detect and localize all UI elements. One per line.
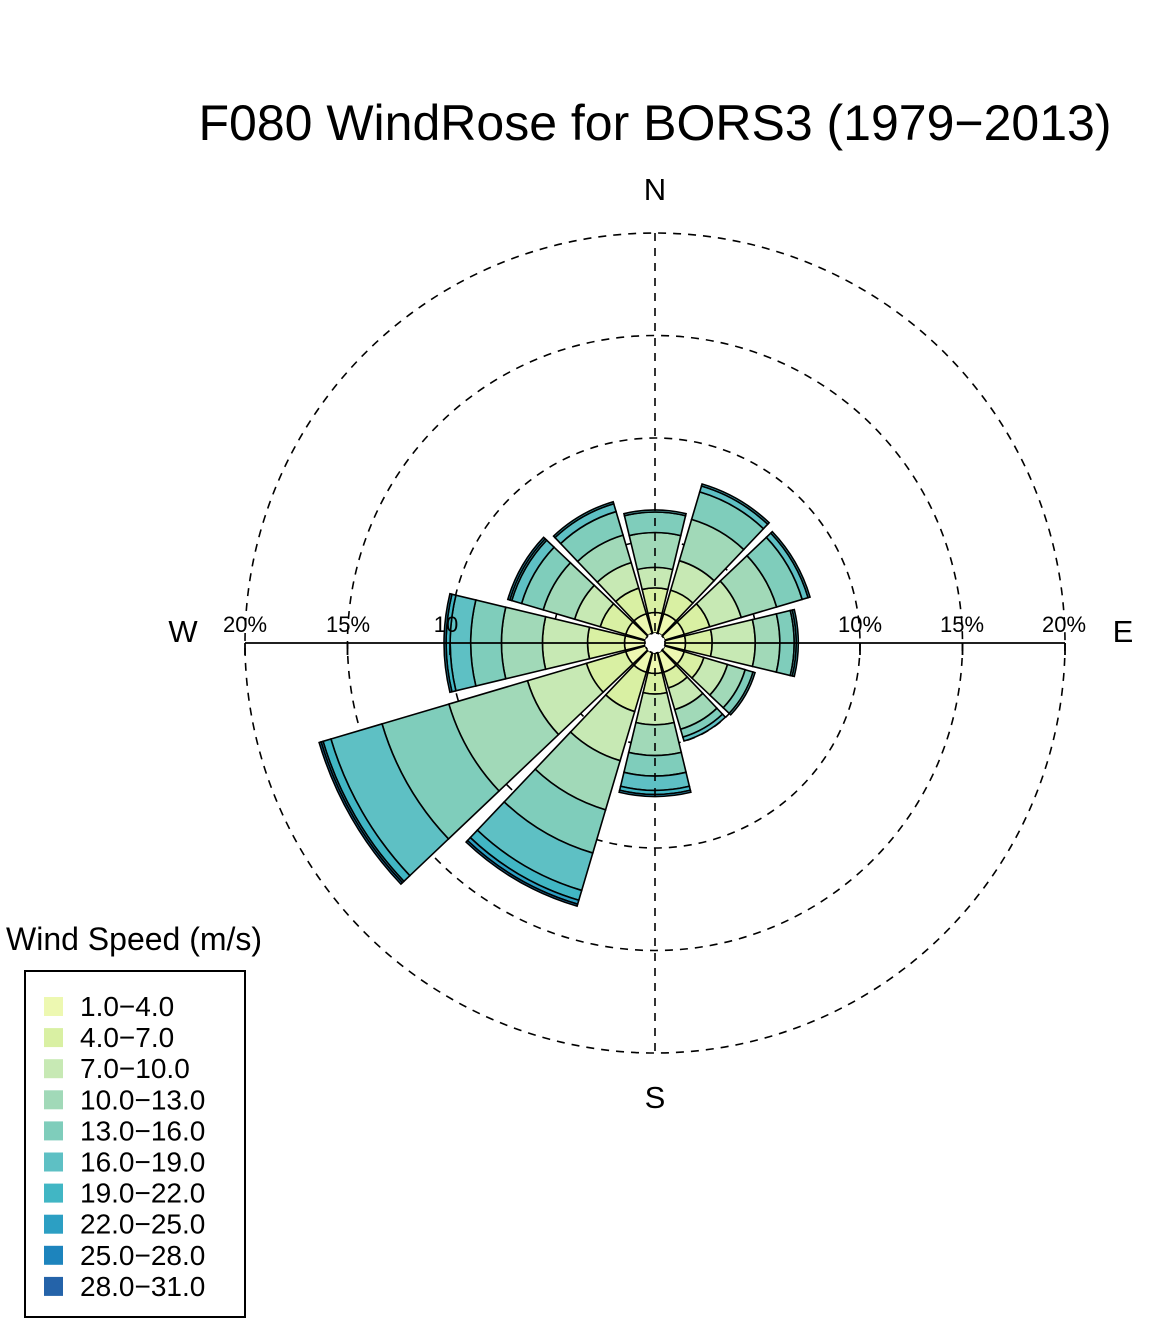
ring-label-west-20: 20% xyxy=(223,612,267,637)
petal-300-bin-7 xyxy=(506,536,547,601)
legend-label-4: 13.0−16.0 xyxy=(80,1115,205,1146)
compass-label-west: W xyxy=(168,614,198,649)
legend-swatch-1 xyxy=(44,1028,63,1048)
petal-210-bin-8 xyxy=(464,839,579,908)
legend-label-8: 25.0−28.0 xyxy=(80,1240,205,1271)
petal-270-bin-7 xyxy=(443,592,453,694)
legend-label-0: 1.0−4.0 xyxy=(80,991,174,1022)
ring-label-east-15: 15% xyxy=(940,612,984,637)
legend-swatch-0 xyxy=(44,997,63,1016)
petal-240-bin-8 xyxy=(318,740,404,886)
axes xyxy=(244,233,1066,1053)
legend-label-3: 10.0−13.0 xyxy=(80,1084,205,1115)
legend-label-9: 28.0−31.0 xyxy=(80,1271,205,1302)
petal-30 xyxy=(656,483,771,637)
petal-180-bin-7 xyxy=(618,789,692,798)
ring-label-west-10: 10 xyxy=(434,612,458,637)
legend-label-6: 19.0−22.0 xyxy=(80,1178,205,1209)
legend-label-1: 4.0−7.0 xyxy=(80,1022,174,1053)
compass-label-north: N xyxy=(644,172,666,207)
petal-90-bin-6 xyxy=(791,608,799,678)
compass-label-south: S xyxy=(645,1080,666,1115)
legend-swatch-9 xyxy=(44,1276,63,1296)
legend-swatch-4 xyxy=(44,1121,63,1141)
petal-0-bin-5 xyxy=(622,509,688,517)
petal-300 xyxy=(506,536,649,642)
chart-title: F080 WindRose for BORS3 (1979−2013) xyxy=(199,95,1112,151)
legend-label-7: 22.0−25.0 xyxy=(80,1209,205,1240)
legend-label-5: 16.0−19.0 xyxy=(80,1147,205,1178)
calm-circle xyxy=(644,632,666,654)
petal-240 xyxy=(318,644,649,886)
wind-petals xyxy=(318,483,812,908)
ring-label-east-20: 20% xyxy=(1042,612,1086,637)
legend-swatch-2 xyxy=(44,1059,63,1079)
legend-label-2: 7.0−10.0 xyxy=(80,1053,190,1084)
petal-210 xyxy=(464,649,654,908)
petal-330-bin-6 xyxy=(552,500,615,539)
legend-swatch-8 xyxy=(44,1245,63,1265)
legend-swatch-7 xyxy=(44,1214,63,1234)
ring-label-east-10: 10% xyxy=(838,612,882,637)
legend-swatch-3 xyxy=(44,1090,63,1110)
legend-title: Wind Speed (m/s) xyxy=(6,921,262,957)
petal-60-bin-6 xyxy=(769,530,812,599)
legend: 1.0−4.04.0−7.07.0−10.010.0−13.013.0−16.0… xyxy=(44,991,205,1302)
legend-swatch-5 xyxy=(44,1152,63,1172)
ring-label-west-15: 15% xyxy=(326,612,370,637)
petal-120 xyxy=(661,644,756,716)
petal-120-bin-5 xyxy=(728,671,756,716)
legend-swatch-6 xyxy=(44,1183,63,1203)
petal-30-bin-6 xyxy=(700,483,771,526)
petal-60 xyxy=(661,530,812,642)
petal-150 xyxy=(656,649,727,743)
petal-330 xyxy=(552,500,654,637)
petal-0 xyxy=(622,509,688,635)
compass-label-east: E xyxy=(1113,614,1134,649)
petal-150-bin-5 xyxy=(681,713,727,743)
